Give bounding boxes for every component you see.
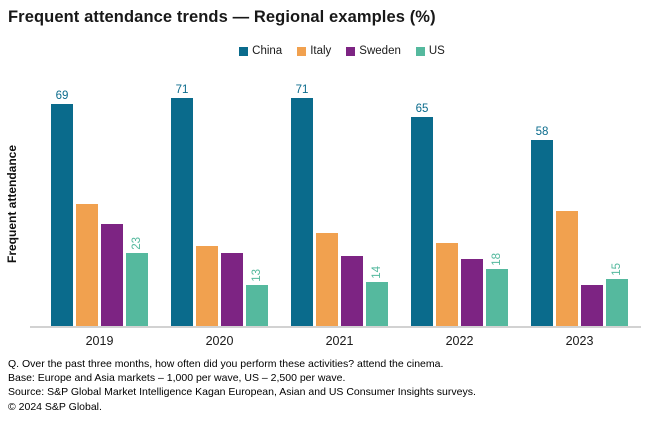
bar-sweden-2021 (341, 256, 363, 327)
bar-sweden-2019 (101, 224, 123, 327)
bar-china-2022 (411, 117, 433, 327)
bar-sweden-2023 (581, 285, 603, 327)
bar-group-2021: 71 14 (291, 80, 388, 327)
bar-cell-italy-2019 (76, 80, 98, 327)
x-axis-label-2020: 2020 (205, 334, 234, 348)
x-axis-label-2019: 2019 (85, 334, 114, 348)
plot-area: Frequent attendance 69 23 71 13 71 14 65 18 58 15 (0, 80, 660, 328)
legend: China Italy Sweden US (12, 45, 660, 57)
bar-cell-china-2020: 71 (171, 80, 193, 327)
bar-cell-china-2019: 69 (51, 80, 73, 327)
data-label-us-2021: 14 (371, 266, 383, 279)
legend-label-sweden: Sweden (359, 45, 401, 57)
bar-cell-us-2019: 23 (126, 80, 148, 327)
bar-cell-china-2022: 65 (411, 80, 433, 327)
legend-item-us: US (415, 45, 445, 57)
data-label-us-2019: 23 (131, 237, 143, 250)
bar-sweden-2020 (221, 253, 243, 327)
legend-item-sweden: Sweden (346, 45, 401, 57)
bar-cell-sweden-2019 (101, 80, 123, 327)
data-label-china-2020: 71 (175, 84, 189, 96)
footnotes: Q. Over the past three months, how often… (8, 357, 656, 414)
legend-item-italy: Italy (297, 45, 331, 57)
bar-cell-us-2022: 18 (486, 80, 508, 327)
bar-group-2022: 65 18 (411, 80, 508, 327)
x-axis-line (30, 326, 641, 328)
x-axis-label-2023: 2023 (565, 334, 594, 348)
legend-swatch-china-icon (239, 46, 249, 56)
data-label-us-2023: 15 (611, 263, 623, 276)
bar-italy-2019 (76, 204, 98, 327)
legend-swatch-us-icon (415, 46, 425, 56)
bar-china-2019 (51, 104, 73, 327)
bar-italy-2020 (196, 246, 218, 327)
footnote-source: Source: S&P Global Market Intelligence K… (8, 386, 476, 399)
bar-china-2020 (171, 98, 193, 327)
footnote-copyright: © 2024 S&P Global. (8, 400, 102, 413)
data-label-china-2023: 58 (535, 126, 549, 138)
x-axis-label-2021: 2021 (325, 334, 354, 348)
data-label-us-2020: 13 (251, 269, 263, 282)
y-axis-label: Frequent attendance (5, 144, 19, 263)
bar-italy-2022 (436, 243, 458, 327)
bar-cell-china-2023: 58 (531, 80, 553, 327)
bar-cell-italy-2021 (316, 80, 338, 327)
legend-item-china: China (239, 45, 282, 57)
legend-label-us: US (428, 45, 445, 57)
bar-us-2021 (366, 282, 388, 327)
bar-cell-italy-2020 (196, 80, 218, 327)
bar-us-2020 (246, 285, 268, 327)
bar-sweden-2022 (461, 259, 483, 327)
bar-italy-2023 (556, 211, 578, 327)
bar-cell-sweden-2021 (341, 80, 363, 327)
legend-swatch-sweden-icon (346, 46, 356, 56)
x-axis-label-2022: 2022 (445, 334, 474, 348)
bar-us-2019 (126, 253, 148, 327)
data-label-china-2019: 69 (55, 90, 69, 102)
bar-group-2023: 58 15 (531, 80, 628, 327)
legend-swatch-italy-icon (297, 46, 307, 56)
bar-cell-us-2023: 15 (606, 80, 628, 327)
bar-us-2023 (606, 279, 628, 327)
chart-title: Frequent attendance trends — Regional ex… (8, 8, 436, 26)
footnote-question: Q. Over the past three months, how often… (8, 358, 444, 370)
bar-italy-2021 (316, 233, 338, 327)
footnote-base: Base: Europe and Asia markets – 1,000 pe… (8, 372, 346, 385)
bar-group-2019: 69 23 (51, 80, 148, 327)
data-label-china-2021: 71 (295, 84, 309, 96)
bar-china-2021 (291, 98, 313, 327)
bar-cell-us-2021: 14 (366, 80, 388, 327)
bar-cell-sweden-2022 (461, 80, 483, 327)
bar-cell-sweden-2020 (221, 80, 243, 327)
legend-label-china: China (252, 45, 283, 57)
data-label-china-2022: 65 (415, 103, 429, 115)
data-label-us-2022: 18 (491, 253, 503, 266)
bar-cell-us-2020: 13 (246, 80, 268, 327)
bar-us-2022 (486, 269, 508, 327)
bar-china-2023 (531, 140, 553, 327)
bar-cell-china-2021: 71 (291, 80, 313, 327)
bar-cell-italy-2022 (436, 80, 458, 327)
bar-cell-italy-2023 (556, 80, 578, 327)
bar-group-2020: 71 13 (171, 80, 268, 327)
bar-cell-sweden-2023 (581, 80, 603, 327)
legend-label-italy: Italy (310, 45, 332, 57)
